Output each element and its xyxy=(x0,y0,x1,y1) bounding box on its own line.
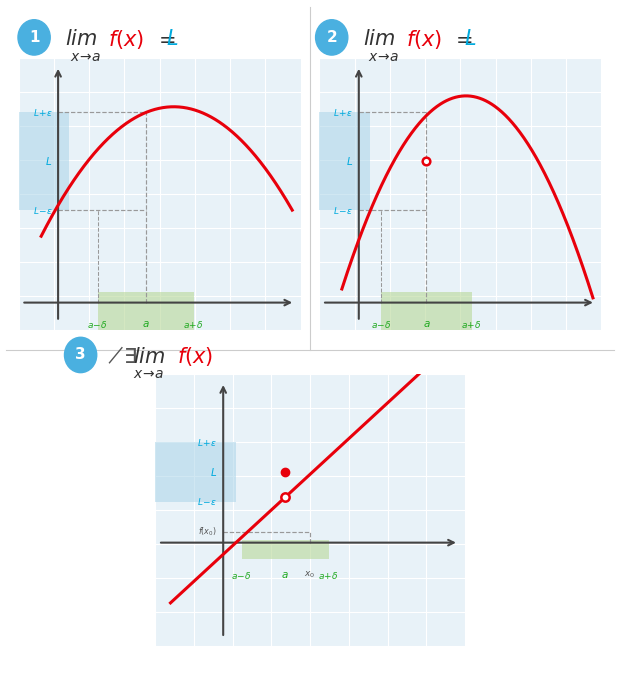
Text: $L\!+\!\varepsilon$: $L\!+\!\varepsilon$ xyxy=(334,107,353,118)
Text: $a\!+\!\delta$: $a\!+\!\delta$ xyxy=(183,319,204,330)
Text: $x\!\rightarrow\! a$: $x\!\rightarrow\! a$ xyxy=(133,367,164,381)
Text: $\mathit{=}$: $\mathit{=}$ xyxy=(154,29,175,50)
Text: $a\!-\!\delta$: $a\!-\!\delta$ xyxy=(87,319,108,330)
Bar xyxy=(155,442,236,502)
Text: 2: 2 xyxy=(326,30,337,45)
Text: $L$: $L$ xyxy=(210,466,217,478)
Text: $L\!-\!\varepsilon$: $L\!-\!\varepsilon$ xyxy=(334,205,353,216)
Text: $f(x_0)$: $f(x_0)$ xyxy=(198,526,217,538)
Text: 1: 1 xyxy=(29,30,39,45)
Bar xyxy=(319,112,370,210)
Text: $x\!\rightarrow\! a$: $x\!\rightarrow\! a$ xyxy=(70,50,101,64)
Text: $a\!-\!\delta$: $a\!-\!\delta$ xyxy=(231,570,252,581)
Text: $\mathit{lim}$: $\mathit{lim}$ xyxy=(363,29,395,50)
Text: $\not\exists$: $\not\exists$ xyxy=(108,346,138,368)
Bar xyxy=(242,540,329,559)
Text: $x\!\rightarrow\! a$: $x\!\rightarrow\! a$ xyxy=(368,50,399,64)
Text: 3: 3 xyxy=(75,347,86,362)
Text: $L\!-\!\varepsilon$: $L\!-\!\varepsilon$ xyxy=(197,496,217,507)
Bar xyxy=(97,292,193,330)
Text: $L$: $L$ xyxy=(346,155,353,167)
Text: $\mathit{=}$: $\mathit{=}$ xyxy=(451,29,473,50)
Text: $\mathit{lim}$: $\mathit{lim}$ xyxy=(133,347,166,367)
Text: $a\!+\!\delta$: $a\!+\!\delta$ xyxy=(318,570,339,581)
Text: $L\!+\!\varepsilon$: $L\!+\!\varepsilon$ xyxy=(197,437,217,447)
Text: $a$: $a$ xyxy=(142,319,149,329)
Text: $a$: $a$ xyxy=(423,319,430,329)
Text: $\mathit{L}$: $\mathit{L}$ xyxy=(464,29,476,50)
Text: $a$: $a$ xyxy=(281,570,289,580)
Text: $a\!-\!\delta$: $a\!-\!\delta$ xyxy=(371,319,392,330)
Text: $\mathit{L}$: $\mathit{L}$ xyxy=(166,29,179,50)
Text: $\mathit{f(x)}$: $\mathit{f(x)}$ xyxy=(177,345,213,369)
Text: $L\!+\!\varepsilon$: $L\!+\!\varepsilon$ xyxy=(33,107,53,118)
Bar xyxy=(19,112,69,210)
Text: $\mathit{lim}$: $\mathit{lim}$ xyxy=(65,29,97,50)
Text: $a\!+\!\delta$: $a\!+\!\delta$ xyxy=(461,319,482,330)
Text: $\mathit{f(x)}$: $\mathit{f(x)}$ xyxy=(406,28,442,51)
Text: $\mathit{f(x)}$: $\mathit{f(x)}$ xyxy=(108,28,144,51)
Text: $L$: $L$ xyxy=(45,155,53,167)
Bar xyxy=(381,292,472,330)
Text: $x_0$: $x_0$ xyxy=(304,570,316,580)
Text: $L\!-\!\varepsilon$: $L\!-\!\varepsilon$ xyxy=(33,205,53,216)
